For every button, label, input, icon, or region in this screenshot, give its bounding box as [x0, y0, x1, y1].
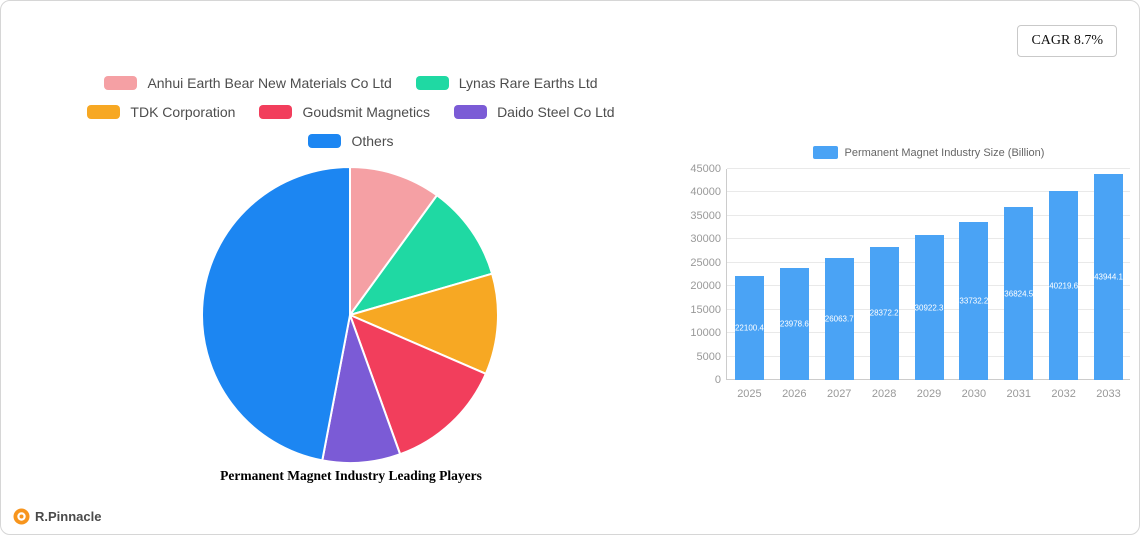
pie-legend-label: TDK Corporation — [130, 104, 236, 120]
y-axis-tick-label: 40000 — [690, 186, 721, 199]
y-axis-tick-label: 5000 — [696, 350, 721, 363]
pie-slice — [201, 166, 351, 462]
pie-legend-label: Anhui Earth Bear New Materials Co Ltd — [147, 75, 392, 91]
y-axis-tick-label: 0 — [714, 374, 721, 386]
y-axis-tick-label: 15000 — [690, 303, 721, 316]
x-axis-label: 2029 — [916, 388, 942, 400]
bar-value-label: 40219.6 — [1049, 281, 1079, 291]
y-axis-tick-label: 10000 — [690, 327, 721, 340]
bar-value-label: 28372.2 — [869, 308, 899, 318]
gridline — [727, 191, 1130, 193]
pie-legend-item[interactable]: Others — [308, 133, 394, 149]
pie-legend-item[interactable]: Daido Steel Co Ltd — [454, 104, 615, 120]
cagr-badge-label: CAGR 8.7% — [1031, 33, 1103, 48]
brand-logo: R.Pinnacle — [13, 508, 101, 525]
bar-plot-area: 0 5000 10000 15000 20000 25000 30000 35000 40000… — [690, 163, 1130, 400]
bar: 36824.5 — [1004, 207, 1034, 380]
pie-legend-swatch — [454, 105, 488, 119]
x-axis-label: 2026 — [782, 388, 807, 400]
pie-legend-row: TDK Corporation Goudsmit Magnetics Daido S… — [1, 104, 701, 120]
cagr-badge: CAGR 8.7% — [1017, 25, 1117, 57]
bar-chart: Permanent Magnet Industry Size (Billion)… — [690, 143, 1139, 443]
pie-chart-title: Permanent Magnet Industry Leading Player… — [220, 468, 482, 483]
pie-legend-swatch — [104, 76, 138, 90]
bar-value-label: 36824.5 — [1004, 289, 1034, 299]
pie-legend-swatch — [87, 105, 121, 119]
bar-value-label: 23978.6 — [779, 319, 809, 329]
pie-legend-label: Daido Steel Co Ltd — [497, 104, 615, 120]
pie-legend-label: Goudsmit Magnetics — [302, 104, 431, 120]
pie-legend-swatch — [308, 134, 342, 148]
y-axis-tick-label: 25000 — [690, 256, 721, 269]
gridline — [727, 214, 1130, 216]
x-axis-label: 2032 — [1051, 388, 1076, 400]
bar-legend-label: Permanent Magnet Industry Size (Billion) — [844, 146, 1045, 159]
pie-slice — [349, 314, 487, 456]
pie-legend-item[interactable]: TDK Corporation — [87, 104, 235, 120]
bar-value-label: 43944.1 — [1094, 272, 1124, 282]
bar: 22100.4 — [734, 276, 764, 380]
pie-legend-swatch — [259, 105, 293, 119]
pie-chart — [201, 166, 499, 464]
bar-value-label: 22100.4 — [734, 323, 764, 333]
x-axis-label: 2033 — [1096, 388, 1121, 400]
pie-slice — [349, 272, 499, 375]
pie-legend-swatch — [415, 76, 449, 90]
y-axis-tick-label: 30000 — [690, 233, 721, 246]
pie-legend-row: Anhui Earth Bear New Materials Co Ltd Lyn… — [1, 75, 701, 91]
pie-legend-row: Others — [1, 133, 701, 149]
bar-legend-swatch — [812, 146, 838, 159]
bar: 26063.7 — [824, 257, 854, 380]
bar: 23978.6 — [779, 267, 809, 380]
pie-legend-label: Others — [351, 133, 394, 149]
pie-slice — [349, 166, 438, 316]
pie-legend-item[interactable]: Lynas Rare Earths Ltd — [415, 75, 598, 91]
pie-legend-item[interactable]: Anhui Earth Bear New Materials Co Ltd — [104, 75, 392, 91]
bar: 43944.1 — [1094, 173, 1124, 380]
pie-legend-label: Lynas Rare Earths Ltd — [458, 75, 598, 91]
brand-logo-icon — [13, 508, 30, 525]
y-axis-tick-label: 45000 — [690, 163, 721, 175]
pie-slice — [349, 194, 494, 316]
y-axis-tick-label: 20000 — [690, 280, 721, 293]
brand-name: R.Pinnacle — [35, 509, 102, 524]
bar: 33732.2 — [959, 221, 989, 380]
bar-chart-legend[interactable]: Permanent Magnet Industry Size (Billion) — [726, 146, 1131, 159]
y-axis-tick-label: 35000 — [690, 209, 721, 222]
x-axis-label: 2025 — [737, 388, 762, 400]
x-axis-label: 2030 — [961, 388, 987, 400]
bar-value-label: 26063.7 — [824, 314, 854, 324]
x-axis-label: 2031 — [1006, 388, 1031, 400]
x-axis-label: 2028 — [871, 388, 897, 400]
gridline — [727, 168, 1130, 169]
bar: 30922.3 — [914, 235, 944, 380]
pie-legend: Anhui Earth Bear New Materials Co Ltd Lyn… — [1, 75, 701, 149]
bar-value-label: 30922.3 — [914, 303, 944, 312]
bar-value-label: 33732.2 — [959, 296, 989, 306]
pie-legend-item[interactable]: Goudsmit Magnetics — [259, 104, 430, 120]
bar: 28372.2 — [869, 246, 899, 380]
bar: 40219.6 — [1049, 191, 1079, 380]
x-axis-label: 2027 — [826, 388, 852, 400]
